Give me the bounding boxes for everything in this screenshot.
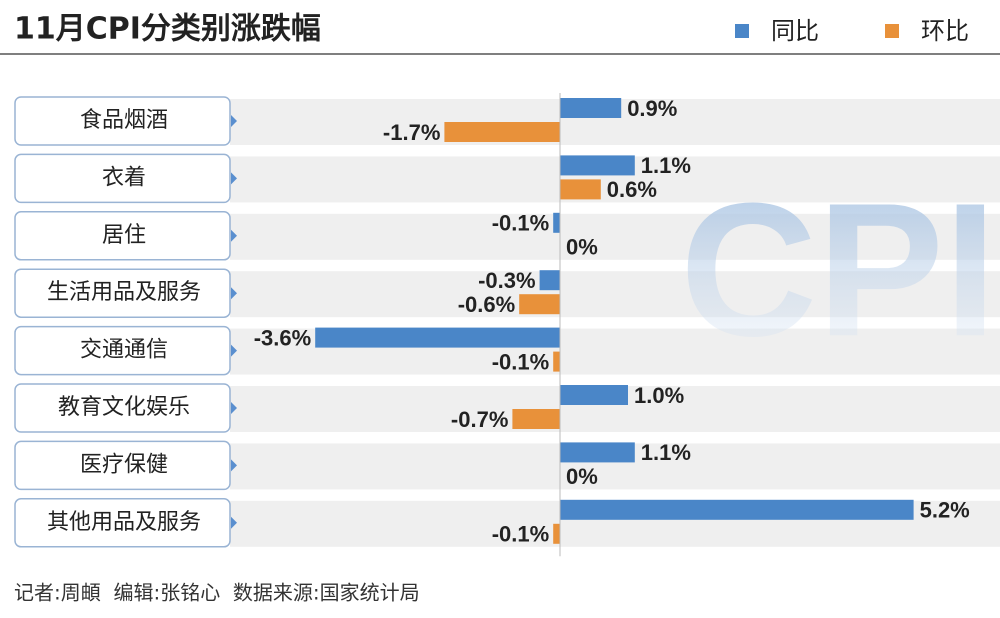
category-box — [14, 498, 231, 548]
value-label: -0.1% — [492, 211, 549, 236]
bar — [560, 98, 622, 118]
value-label: 0% — [566, 235, 598, 260]
legend-label: 环比 — [921, 17, 969, 45]
value-label: -0.1% — [492, 522, 549, 547]
category-arrow — [231, 229, 237, 242]
value-label: 0% — [566, 464, 598, 489]
bar — [539, 270, 560, 291]
row-band — [230, 213, 1000, 260]
value-label: 1.1% — [641, 440, 691, 465]
category-arrow — [231, 115, 237, 127]
value-label: 0.9% — [627, 96, 677, 121]
bar — [560, 499, 914, 520]
category-arrow — [231, 287, 237, 300]
category-box — [14, 153, 231, 204]
value-label: -0.1% — [492, 349, 549, 374]
value-label: 1.1% — [641, 153, 691, 178]
category-arrow — [231, 172, 237, 185]
bar — [519, 294, 560, 315]
value-label: 5.2% — [920, 498, 970, 523]
category-arrow — [231, 459, 237, 472]
value-label: -0.6% — [458, 292, 515, 317]
category-arrow — [231, 344, 237, 357]
bar — [560, 442, 635, 463]
y-tick-label: 食品烟酒 — [80, 108, 168, 133]
y-tick-label: 衣着 — [102, 165, 146, 190]
category-box — [14, 211, 231, 261]
value-label: -0.7% — [451, 407, 508, 432]
category-box — [14, 268, 231, 318]
value-label: -3.6% — [254, 325, 311, 350]
chart-title: 11月CPI分类别涨跌幅 — [14, 12, 321, 47]
category-box — [14, 383, 231, 433]
legend-swatch — [885, 24, 899, 38]
value-label: -0.3% — [478, 268, 535, 293]
bar — [553, 351, 560, 372]
bar — [315, 327, 560, 348]
watermark: CPI — [680, 164, 997, 376]
y-tick-label: 医疗保健 — [80, 452, 168, 477]
value-label: -1.7% — [383, 120, 440, 145]
bar — [560, 179, 601, 200]
bar — [553, 523, 560, 544]
y-tick-label: 其他用品及服务 — [47, 510, 201, 535]
bar — [444, 122, 560, 142]
value-label: 0.6% — [607, 177, 657, 202]
bar — [512, 409, 560, 429]
row-backgrounds — [230, 99, 1000, 547]
y-tick-label: 生活用品及服务 — [47, 280, 201, 305]
y-tick-label: 交通通信 — [80, 338, 168, 363]
category-box — [14, 96, 231, 146]
bar — [560, 385, 628, 405]
bar — [553, 212, 560, 233]
row-band — [230, 271, 1000, 318]
category-arrow — [231, 516, 237, 529]
y-tick-label: 居住 — [102, 223, 146, 248]
bar — [560, 155, 635, 176]
legend-label: 同比 — [771, 17, 819, 45]
legend-swatch — [735, 24, 749, 38]
category-arrow — [231, 402, 237, 414]
y-tick-label: 教育文化娱乐 — [58, 395, 190, 420]
footer: 记者:周頔 编辑:张铭心 数据来源:国家统计局 — [14, 581, 420, 605]
value-label: 1.0% — [634, 383, 684, 408]
category-box — [14, 440, 231, 491]
category-box — [14, 325, 231, 376]
